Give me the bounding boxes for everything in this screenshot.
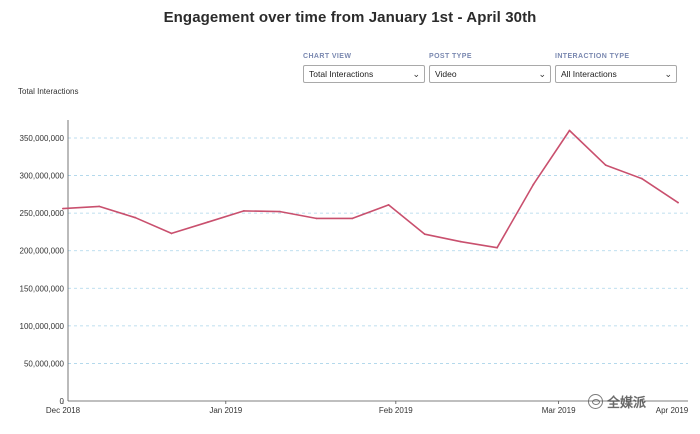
data-point xyxy=(496,246,499,249)
data-point xyxy=(242,209,245,212)
y-tick-label: 300,000,000 xyxy=(20,172,65,181)
interaction-type-value: All Interactions xyxy=(561,69,617,79)
x-tick-label: Jan 2019 xyxy=(209,406,242,415)
wechat-icon xyxy=(588,394,603,409)
watermark: 全媒派 xyxy=(588,392,646,411)
data-point xyxy=(134,216,137,219)
x-tick-label: Mar 2019 xyxy=(542,406,576,415)
post-type-select[interactable]: Video ⌄ xyxy=(429,65,551,83)
data-point xyxy=(351,217,354,220)
x-tick-label: Dec 2018 xyxy=(46,406,81,415)
y-tick-label: 150,000,000 xyxy=(20,284,65,293)
data-point xyxy=(640,177,643,180)
y-tick-label: 50,000,000 xyxy=(24,359,65,368)
data-point xyxy=(387,203,390,206)
chart-title: Engagement over time from January 1st - … xyxy=(163,9,537,26)
chevron-down-icon: ⌄ xyxy=(412,69,420,79)
post-type-value: Video xyxy=(435,69,457,79)
chart-view-label: CHART VIEW xyxy=(303,53,352,60)
y-tick-label: 350,000,000 xyxy=(20,134,65,143)
data-point xyxy=(170,232,173,235)
x-tick-labels: Dec 2018 Jan 2019 Feb 2019 Mar 2019 Apr 2019 xyxy=(46,406,689,415)
interaction-type-label: INTERACTION TYPE xyxy=(555,53,630,60)
post-type-filter: POST TYPE Video ⌄ xyxy=(429,53,551,83)
data-point xyxy=(279,210,281,213)
chevron-down-icon: ⌄ xyxy=(664,69,672,79)
data-point xyxy=(98,205,101,208)
interaction-type-select[interactable]: All Interactions ⌄ xyxy=(555,65,677,83)
y-tick-label: 250,000,000 xyxy=(20,209,65,218)
y-axis-label: Total Interactions xyxy=(18,87,79,96)
chart-view-filter: CHART VIEW Total Interactions ⌄ xyxy=(303,53,425,83)
x-tick-label: Apr 2019 xyxy=(656,406,689,415)
data-point xyxy=(423,233,426,236)
x-tick-label: Feb 2019 xyxy=(379,406,413,415)
data-point xyxy=(315,217,318,220)
data-point xyxy=(62,207,64,210)
series-lines xyxy=(62,129,679,249)
data-point xyxy=(677,201,679,204)
y-tick-label: 0 xyxy=(60,397,65,406)
y-tick-labels: 0 50,000,000 100,000,000 150,000,000 200,000… xyxy=(20,134,65,406)
series-line-total-interactions xyxy=(62,129,679,249)
watermark-text: 全媒派 xyxy=(607,396,647,411)
data-point xyxy=(460,240,462,243)
data-point xyxy=(568,129,571,132)
y-tick-label: 100,000,000 xyxy=(20,322,65,331)
data-point xyxy=(206,221,209,224)
chart-view-select[interactable]: Total Interactions ⌄ xyxy=(303,65,425,83)
post-type-label: POST TYPE xyxy=(429,53,472,60)
chevron-down-icon: ⌄ xyxy=(538,69,546,79)
y-tick-label: 200,000,000 xyxy=(20,247,65,256)
data-point xyxy=(604,164,607,166)
data-point xyxy=(532,183,535,186)
chart-view-value: Total Interactions xyxy=(309,69,374,79)
grid-lines xyxy=(68,137,688,364)
axes xyxy=(62,120,688,404)
interaction-type-filter: INTERACTION TYPE All Interactions ⌄ xyxy=(555,53,677,83)
